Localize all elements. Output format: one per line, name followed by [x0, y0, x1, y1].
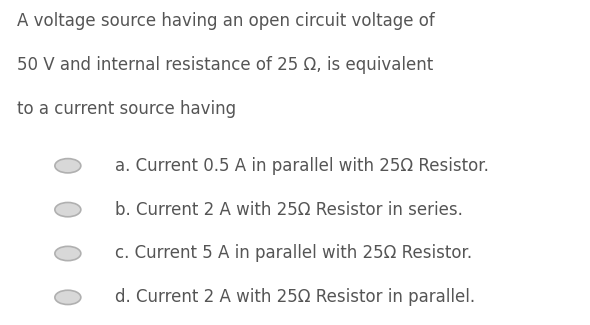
Text: 50 V and internal resistance of 25 Ω, is equivalent: 50 V and internal resistance of 25 Ω, is…	[17, 56, 433, 74]
Text: c. Current 5 A in parallel with 25Ω Resistor.: c. Current 5 A in parallel with 25Ω Resi…	[115, 244, 472, 263]
Text: b. Current 2 A with 25Ω Resistor in series.: b. Current 2 A with 25Ω Resistor in seri…	[115, 201, 463, 219]
Text: A voltage source having an open circuit voltage of: A voltage source having an open circuit …	[17, 12, 434, 30]
Circle shape	[55, 246, 81, 261]
Text: a. Current 0.5 A in parallel with 25Ω Resistor.: a. Current 0.5 A in parallel with 25Ω Re…	[115, 157, 489, 175]
Text: to a current source having: to a current source having	[17, 100, 235, 118]
Circle shape	[55, 290, 81, 305]
Text: d. Current 2 A with 25Ω Resistor in parallel.: d. Current 2 A with 25Ω Resistor in para…	[115, 288, 475, 306]
Circle shape	[55, 159, 81, 173]
Circle shape	[55, 202, 81, 217]
